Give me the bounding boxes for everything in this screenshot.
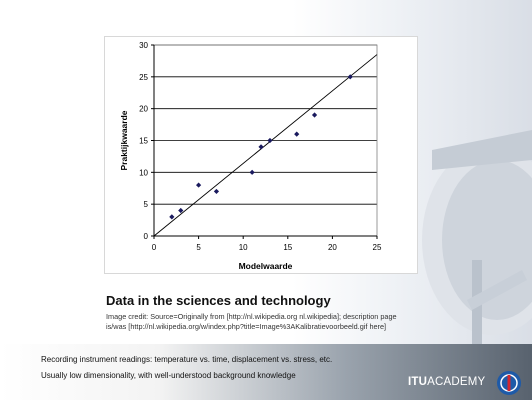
bullet-list: Recording instrument readings: temperatu… xyxy=(41,352,332,384)
x-tick-label: 5 xyxy=(196,243,201,252)
itu-academy-logo: ITUACADEMY xyxy=(408,370,526,396)
bullet-item: Recording instrument readings: temperatu… xyxy=(41,355,333,364)
y-tick-label: 10 xyxy=(139,168,148,177)
data-point xyxy=(196,182,202,188)
image-credit: Image credit: Source=Originally from [ht… xyxy=(106,312,397,331)
data-point xyxy=(311,112,318,118)
slide-title: Data in the sciences and technology xyxy=(106,293,331,308)
data-point xyxy=(294,131,300,137)
bullet-item: Usually low dimensionality, with well-un… xyxy=(41,371,296,380)
bottom-bar xyxy=(0,344,532,400)
x-tick-label: 20 xyxy=(328,243,337,252)
data-point xyxy=(169,214,175,220)
y-tick-label: 5 xyxy=(144,200,149,209)
y-tick-label: 25 xyxy=(139,73,148,82)
y-tick-label: 0 xyxy=(144,232,149,241)
chart-svg: 0 5 10 15 20 25 30 0 5 10 15 20 25 Modelwaarde Praktij… xyxy=(119,41,382,271)
x-tick-label: 0 xyxy=(152,243,157,252)
scatter-chart: 0 5 10 15 20 25 30 0 5 10 15 20 25 Modelwaarde Praktij… xyxy=(104,36,418,274)
reference-line xyxy=(153,54,378,237)
logo-bold-text: ITU xyxy=(408,376,428,388)
itu-globe-icon xyxy=(497,371,521,395)
x-tick-label: 15 xyxy=(283,243,292,252)
data-point xyxy=(258,144,264,150)
x-axis-title: Modelwaarde xyxy=(239,261,293,271)
y-tick-label: 30 xyxy=(139,41,148,50)
satellite-dish-background xyxy=(422,130,532,380)
data-point xyxy=(267,137,273,144)
data-point xyxy=(178,207,184,214)
y-tick-label: 20 xyxy=(139,105,148,114)
x-tick-label: 25 xyxy=(373,243,382,252)
x-tick-label: 10 xyxy=(239,243,248,252)
data-point xyxy=(249,169,255,175)
data-point xyxy=(347,74,353,80)
logo-rest-text: ACADEMY xyxy=(427,376,486,388)
y-tick-label: 15 xyxy=(139,137,148,146)
y-axis-title: Praktijkwaarde xyxy=(119,110,129,170)
data-point xyxy=(213,188,220,195)
